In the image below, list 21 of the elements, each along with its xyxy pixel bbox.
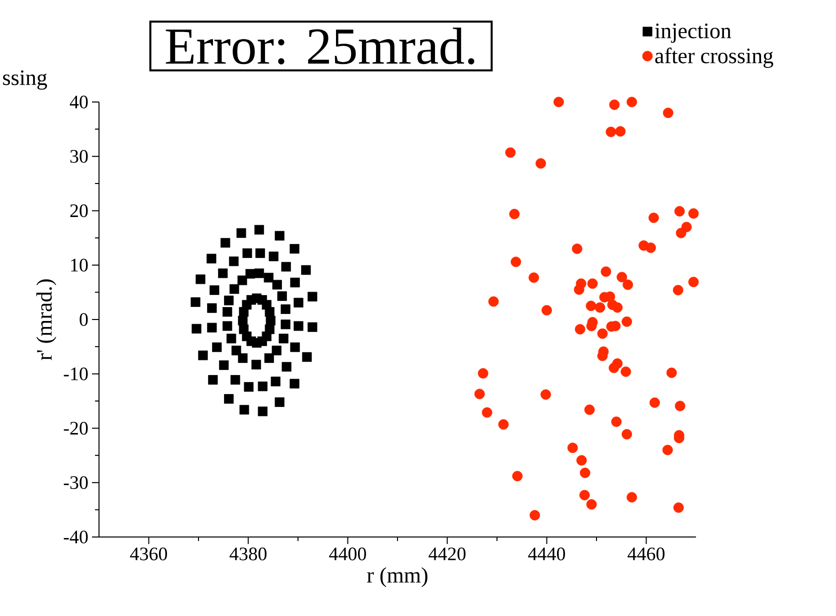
x-tick-label: 4380 [230,548,267,560]
y-tick-label: -40 [64,530,88,544]
y-tick-label: 10 [71,258,88,272]
y-tick-label: 0 [80,313,88,326]
x-tick-label: 4460 [628,548,665,560]
chart-title: Error: 25mrad. [166,28,474,64]
legend-label: after crossing [655,48,774,68]
y-axis-title: r' (mrad.) [36,279,56,360]
y-tick-label: -30 [64,476,88,490]
text: ssing [3,70,48,90]
y-tick-label: -10 [64,367,88,380]
legend-label: injection [654,24,732,43]
x-tick-label: 4400 [329,548,366,560]
x-tick-label: 4440 [528,548,566,560]
y-tick-label: 30 [70,150,88,163]
x-axis-title: r (mm) [367,567,428,588]
y-tick-label: -20 [64,422,88,435]
y-tick-label: 20 [70,204,88,218]
x-tick-label: 4360 [130,548,168,560]
x-tick-label: 4420 [428,548,466,560]
y-tick-label: 40 [70,96,88,108]
